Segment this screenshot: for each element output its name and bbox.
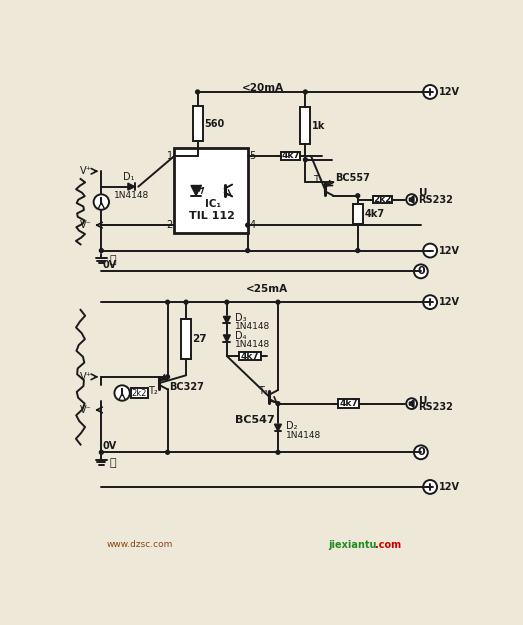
Text: BC327: BC327 <box>169 382 204 392</box>
Text: 4k7: 4k7 <box>365 209 384 219</box>
Text: T₃: T₃ <box>258 386 268 396</box>
Circle shape <box>414 446 428 459</box>
Circle shape <box>303 90 308 94</box>
Text: BC547: BC547 <box>234 415 274 425</box>
Circle shape <box>166 300 169 304</box>
Text: V⁻: V⁻ <box>79 220 92 230</box>
Circle shape <box>166 451 169 454</box>
Circle shape <box>423 85 437 99</box>
Polygon shape <box>410 400 414 408</box>
Text: 2: 2 <box>167 220 173 230</box>
Circle shape <box>276 402 280 406</box>
Text: .com: .com <box>374 540 401 550</box>
Text: T₁: T₁ <box>313 175 323 185</box>
Bar <box>338 399 359 408</box>
Circle shape <box>94 194 109 210</box>
Text: U: U <box>418 188 427 198</box>
Circle shape <box>246 223 249 227</box>
Circle shape <box>196 90 199 94</box>
Text: D₂: D₂ <box>286 421 297 431</box>
Polygon shape <box>191 186 201 196</box>
Text: 4: 4 <box>249 220 255 230</box>
Text: 1N4148: 1N4148 <box>286 431 321 440</box>
Text: 1N4148: 1N4148 <box>234 340 270 349</box>
Text: D₃: D₃ <box>234 312 246 322</box>
Text: 2k2: 2k2 <box>131 389 147 398</box>
Circle shape <box>406 398 417 409</box>
Circle shape <box>246 249 249 252</box>
Polygon shape <box>223 316 230 323</box>
Text: 0: 0 <box>417 266 425 276</box>
Text: 12V: 12V <box>439 297 460 307</box>
Circle shape <box>99 249 103 252</box>
Bar <box>175 148 247 233</box>
Text: www.dzsc.com: www.dzsc.com <box>107 540 173 549</box>
Circle shape <box>423 244 437 258</box>
Text: V⁻: V⁻ <box>79 405 92 415</box>
Text: V⁺: V⁺ <box>79 372 92 382</box>
Text: 1N4148: 1N4148 <box>234 321 270 331</box>
Polygon shape <box>275 424 281 431</box>
Circle shape <box>276 451 280 454</box>
Circle shape <box>184 300 188 304</box>
Text: 12V: 12V <box>439 246 460 256</box>
Bar <box>181 319 191 359</box>
Circle shape <box>423 295 437 309</box>
Circle shape <box>356 194 360 198</box>
Text: RS232: RS232 <box>418 402 453 412</box>
Text: IC₁: IC₁ <box>205 199 221 209</box>
Circle shape <box>99 451 103 454</box>
Circle shape <box>406 194 417 205</box>
Circle shape <box>423 480 437 494</box>
Text: TIL 112: TIL 112 <box>188 211 234 221</box>
Text: 4k7: 4k7 <box>241 351 259 361</box>
Text: T₂: T₂ <box>148 386 158 396</box>
Bar <box>300 107 310 144</box>
Text: 5: 5 <box>249 151 255 161</box>
Text: 4k7: 4k7 <box>339 399 358 408</box>
Text: 12V: 12V <box>439 482 460 492</box>
Text: 1N4148: 1N4148 <box>113 191 149 201</box>
Polygon shape <box>410 196 414 203</box>
Bar <box>131 388 147 398</box>
Text: I: I <box>120 388 124 398</box>
Bar <box>353 204 363 224</box>
Text: <25mA: <25mA <box>246 284 288 294</box>
Text: D₄: D₄ <box>234 331 246 341</box>
Text: <20mA: <20mA <box>242 83 284 93</box>
Text: 0: 0 <box>417 448 425 458</box>
Text: 27: 27 <box>192 334 207 344</box>
Text: D₁: D₁ <box>123 172 135 182</box>
Circle shape <box>225 300 229 304</box>
Text: 2k2: 2k2 <box>373 195 392 204</box>
Text: 560: 560 <box>204 119 224 129</box>
Text: V⁺: V⁺ <box>79 166 92 176</box>
Polygon shape <box>128 183 135 190</box>
Text: 12V: 12V <box>439 87 460 97</box>
Polygon shape <box>223 335 230 342</box>
Text: 地: 地 <box>109 255 116 265</box>
Text: 地: 地 <box>109 458 116 468</box>
Text: BC557: BC557 <box>335 173 370 183</box>
Text: I: I <box>99 197 104 207</box>
Text: U: U <box>418 396 427 406</box>
Text: 0V: 0V <box>103 260 117 270</box>
Circle shape <box>303 158 308 162</box>
Text: RS232: RS232 <box>418 194 453 204</box>
Text: 1k: 1k <box>312 121 325 131</box>
Text: 1: 1 <box>167 151 173 161</box>
Circle shape <box>166 375 169 379</box>
Text: jiexiantu: jiexiantu <box>328 540 377 550</box>
Bar <box>192 106 202 141</box>
Text: 4k7: 4k7 <box>281 151 300 161</box>
Circle shape <box>414 264 428 278</box>
Bar <box>239 352 261 360</box>
Circle shape <box>356 249 360 252</box>
Circle shape <box>115 385 130 401</box>
Bar <box>373 196 392 203</box>
Text: 0V: 0V <box>103 441 117 451</box>
Circle shape <box>276 300 280 304</box>
Bar <box>281 152 300 160</box>
